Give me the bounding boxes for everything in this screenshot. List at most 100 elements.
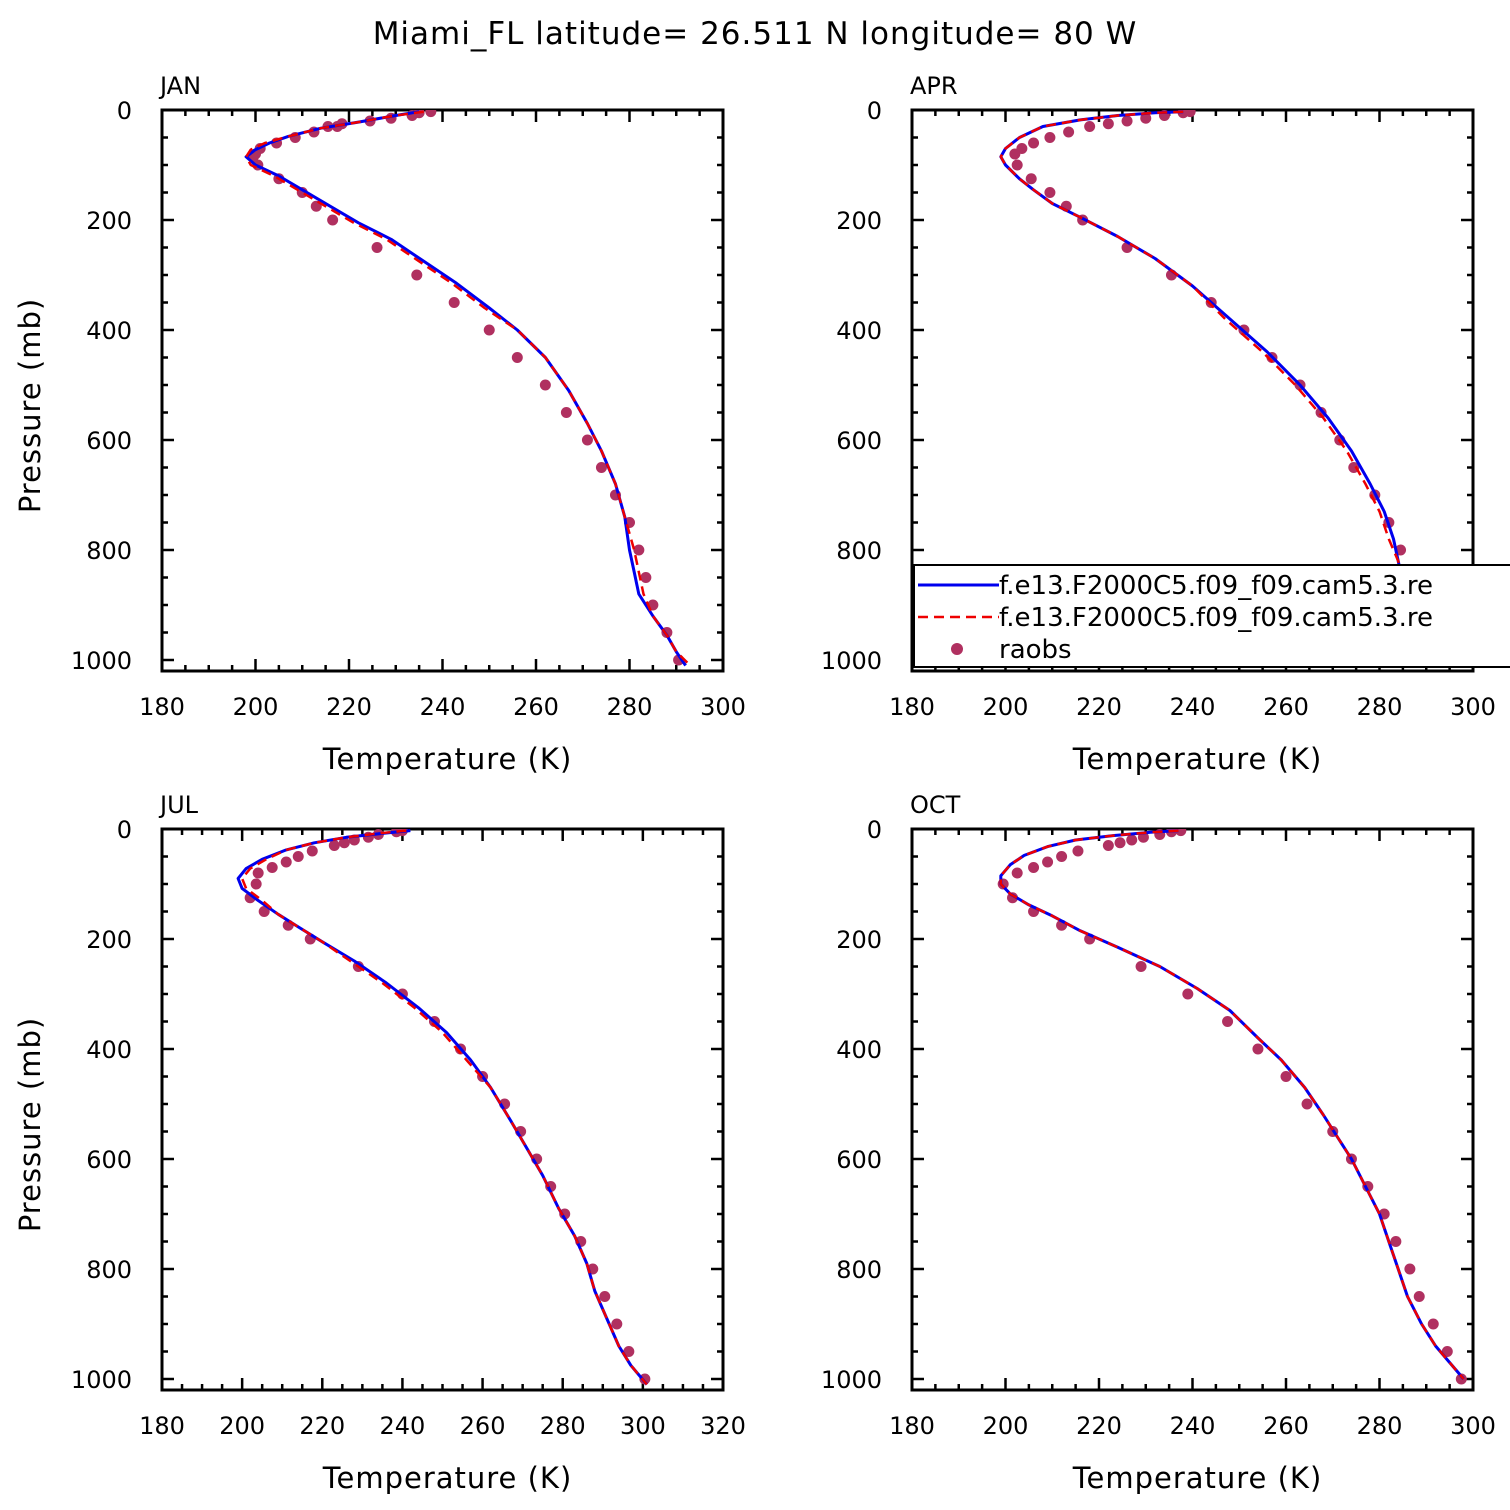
y-tick-label: 0 (117, 816, 132, 844)
y-tick-label: 1000 (71, 1366, 132, 1394)
raobs-point (1009, 148, 1021, 160)
y-tick-label: 400 (836, 1036, 882, 1064)
panel-label: OCT (910, 791, 961, 819)
y-tick-label: 800 (86, 1256, 132, 1284)
raobs-point (1084, 121, 1096, 132)
series-group (244, 110, 692, 667)
y-tick-label: 0 (117, 97, 132, 125)
raobs-point (258, 906, 270, 917)
raobs-point (1011, 867, 1023, 879)
y-tick-label: 400 (86, 317, 132, 345)
raobs-point (1126, 834, 1138, 846)
y-tick-label: 400 (836, 317, 882, 345)
raobs-point (1042, 856, 1054, 868)
raobs-point (640, 572, 652, 583)
legend-dot-swatch (951, 643, 963, 655)
y-tick-label: 800 (836, 1256, 882, 1284)
raobs-point (280, 856, 292, 868)
model-series-dashed-line (240, 829, 648, 1386)
raobs-point (1056, 851, 1068, 862)
y-tick-label: 600 (86, 1146, 132, 1174)
panel-oct: 180 200 220 240 260 280 300 0 200 400 600 800 1000 Te… (821, 791, 1496, 1495)
panel-label: JUL (158, 791, 199, 819)
x-tick-label: 220 (1076, 1412, 1122, 1440)
x-tick-label: 240 (380, 1412, 426, 1440)
raobs-point (425, 110, 437, 118)
y-tick-label: 600 (836, 1146, 882, 1174)
x-axis-label: Temperature (K) (322, 742, 573, 776)
plot-frame (160, 108, 725, 673)
x-axis-label: Temperature (K) (1072, 1461, 1323, 1495)
raobs-point (1280, 1071, 1292, 1082)
y-tick-label: 600 (86, 427, 132, 455)
panel-apr: 180 200 220 240 260 280 300 0 200 400 600 800 1000 Te… (821, 72, 1496, 776)
raobs-point (1011, 159, 1023, 171)
figure-title: Miami_FL latitude= 26.511 N longitude= 8… (373, 16, 1138, 52)
y-tick-label: 200 (836, 926, 882, 954)
y-tick-label: 200 (836, 207, 882, 235)
raobs-point (411, 269, 423, 281)
raobs-point (599, 1291, 611, 1302)
x-tick-label: 180 (139, 693, 185, 721)
panels-container: 180 200 220 240 260 280 300 0 200 400 600 800 1000 Te… (13, 72, 1496, 1495)
raobs-point (1252, 1043, 1264, 1055)
raobs-point (306, 845, 318, 857)
x-tick-label: 200 (219, 1412, 265, 1440)
raobs-point (1121, 115, 1133, 127)
y-tick-label: 200 (86, 207, 132, 235)
x-tick-label: 200 (983, 693, 1029, 721)
model-series-solid-line (244, 110, 687, 667)
x-tick-label: 220 (299, 1412, 345, 1440)
plot-frame (160, 827, 725, 1392)
x-tick-label: 180 (139, 1412, 185, 1440)
x-tick-label: 300 (1450, 693, 1496, 721)
panel-label: JAN (158, 72, 201, 100)
series-group (236, 829, 651, 1386)
x-tick-label: 240 (1170, 1412, 1216, 1440)
panel-jan: 180 200 220 240 260 280 300 0 200 400 600 800 1000 Te… (13, 72, 746, 776)
raobs-point (1028, 862, 1040, 873)
x-tick-label: 220 (1076, 693, 1122, 721)
raobs-point (1390, 1236, 1402, 1247)
y-axis-label: Pressure (mb) (13, 1017, 47, 1232)
y-tick-label: 200 (86, 926, 132, 954)
raobs-point (1404, 1263, 1416, 1275)
y-axis-label: Pressure (mb) (13, 298, 47, 513)
y-tick-label: 1000 (71, 647, 132, 675)
raobs-point (292, 851, 304, 862)
x-tick-label: 300 (1450, 1412, 1496, 1440)
raobs-point (511, 352, 523, 363)
y-tick-label: 800 (86, 537, 132, 565)
raobs-point (1025, 173, 1037, 185)
x-tick-label: 200 (983, 1412, 1029, 1440)
raobs-point (1028, 137, 1040, 149)
raobs-point (1044, 132, 1056, 143)
raobs-point (1072, 845, 1084, 857)
x-tick-label: 320 (700, 1412, 746, 1440)
y-tick-label: 600 (836, 427, 882, 455)
raobs-point (1102, 840, 1114, 851)
x-tick-label: 260 (460, 1412, 506, 1440)
y-tick-label: 1000 (821, 1366, 882, 1394)
raobs-point (595, 462, 607, 473)
raobs-point (560, 407, 572, 418)
raobs-point (1413, 1291, 1425, 1302)
x-tick-label: 280 (1357, 1412, 1403, 1440)
x-tick-label: 300 (620, 1412, 666, 1440)
x-tick-label: 280 (540, 1412, 586, 1440)
x-tick-label: 260 (1263, 693, 1309, 721)
y-tick-label: 1000 (821, 647, 882, 675)
raobs-point (266, 862, 278, 873)
raobs-point (1427, 1318, 1439, 1330)
y-tick-label: 0 (867, 97, 882, 125)
raobs-point (448, 297, 460, 308)
raobs-point (1102, 118, 1114, 130)
raobs-point (338, 837, 350, 849)
panel-label: APR (910, 72, 958, 100)
y-tick-label: 400 (86, 1036, 132, 1064)
plot-frame (910, 827, 1475, 1392)
raobs-point (611, 1318, 623, 1330)
x-tick-label: 240 (420, 693, 466, 721)
raobs-point (1140, 112, 1152, 124)
raobs-point (1135, 961, 1147, 972)
